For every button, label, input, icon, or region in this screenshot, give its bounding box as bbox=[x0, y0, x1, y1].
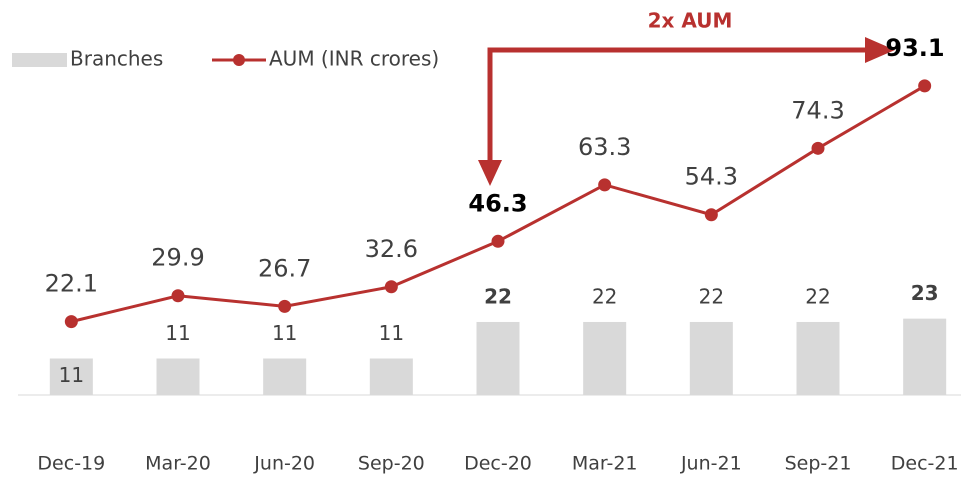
bar bbox=[583, 321, 627, 395]
annotation-arrow bbox=[487, 47, 865, 160]
bar-label: 11 bbox=[59, 363, 84, 387]
line-label: 54.3 bbox=[685, 163, 738, 191]
bar bbox=[49, 358, 93, 395]
line-point bbox=[171, 289, 185, 303]
bar bbox=[476, 321, 520, 395]
x-tick-label: Dec-19 bbox=[37, 453, 105, 475]
legend-swatch bbox=[12, 53, 67, 67]
x-tick-label: Dec-21 bbox=[891, 453, 959, 475]
line-label: 74.3 bbox=[791, 96, 844, 124]
line-point bbox=[278, 299, 292, 313]
arrow-head bbox=[865, 37, 895, 63]
annotation: 2x AUM bbox=[648, 9, 733, 33]
line-label: 22.1 bbox=[45, 270, 98, 298]
x-tick-label: Mar-21 bbox=[572, 453, 638, 475]
line-point bbox=[811, 141, 825, 155]
bar-label: 11 bbox=[165, 321, 190, 345]
bar-label: 11 bbox=[272, 321, 297, 345]
bar-label: 22 bbox=[592, 284, 617, 308]
bar-label: 11 bbox=[379, 321, 404, 345]
legend-swatch bbox=[233, 54, 245, 66]
x-tick-label: Jun-21 bbox=[680, 453, 742, 475]
line-label: 63.3 bbox=[578, 133, 631, 161]
line-label: 29.9 bbox=[151, 244, 204, 272]
line-label: 32.6 bbox=[365, 235, 418, 263]
line-point bbox=[384, 280, 398, 294]
x-tick-label: Mar-20 bbox=[145, 453, 211, 475]
bar bbox=[263, 358, 307, 395]
bar-label: 23 bbox=[911, 281, 939, 305]
bar bbox=[156, 358, 200, 395]
legend-label: AUM (INR crores) bbox=[269, 47, 439, 71]
x-tick-label: Dec-20 bbox=[464, 453, 532, 475]
line-point bbox=[704, 208, 718, 222]
line-label: 93.1 bbox=[885, 34, 944, 62]
x-tick-label: Sep-20 bbox=[358, 453, 425, 475]
bar bbox=[796, 321, 840, 395]
line-point bbox=[64, 315, 78, 329]
line-point bbox=[918, 79, 932, 93]
line-point bbox=[491, 234, 505, 248]
bar-label: 22 bbox=[484, 284, 512, 308]
line-label: 26.7 bbox=[258, 254, 311, 282]
legend-label: Branches bbox=[70, 47, 163, 71]
bar bbox=[369, 358, 413, 395]
x-tick-label: Jun-20 bbox=[253, 453, 315, 475]
bar-label: 22 bbox=[805, 284, 830, 308]
bar-label: 22 bbox=[699, 284, 724, 308]
line-point bbox=[598, 178, 612, 192]
bar bbox=[689, 321, 733, 395]
x-tick-label: Sep-21 bbox=[785, 453, 852, 475]
line-label: 46.3 bbox=[468, 189, 527, 217]
bar bbox=[903, 318, 947, 395]
arrow-head bbox=[478, 160, 502, 186]
